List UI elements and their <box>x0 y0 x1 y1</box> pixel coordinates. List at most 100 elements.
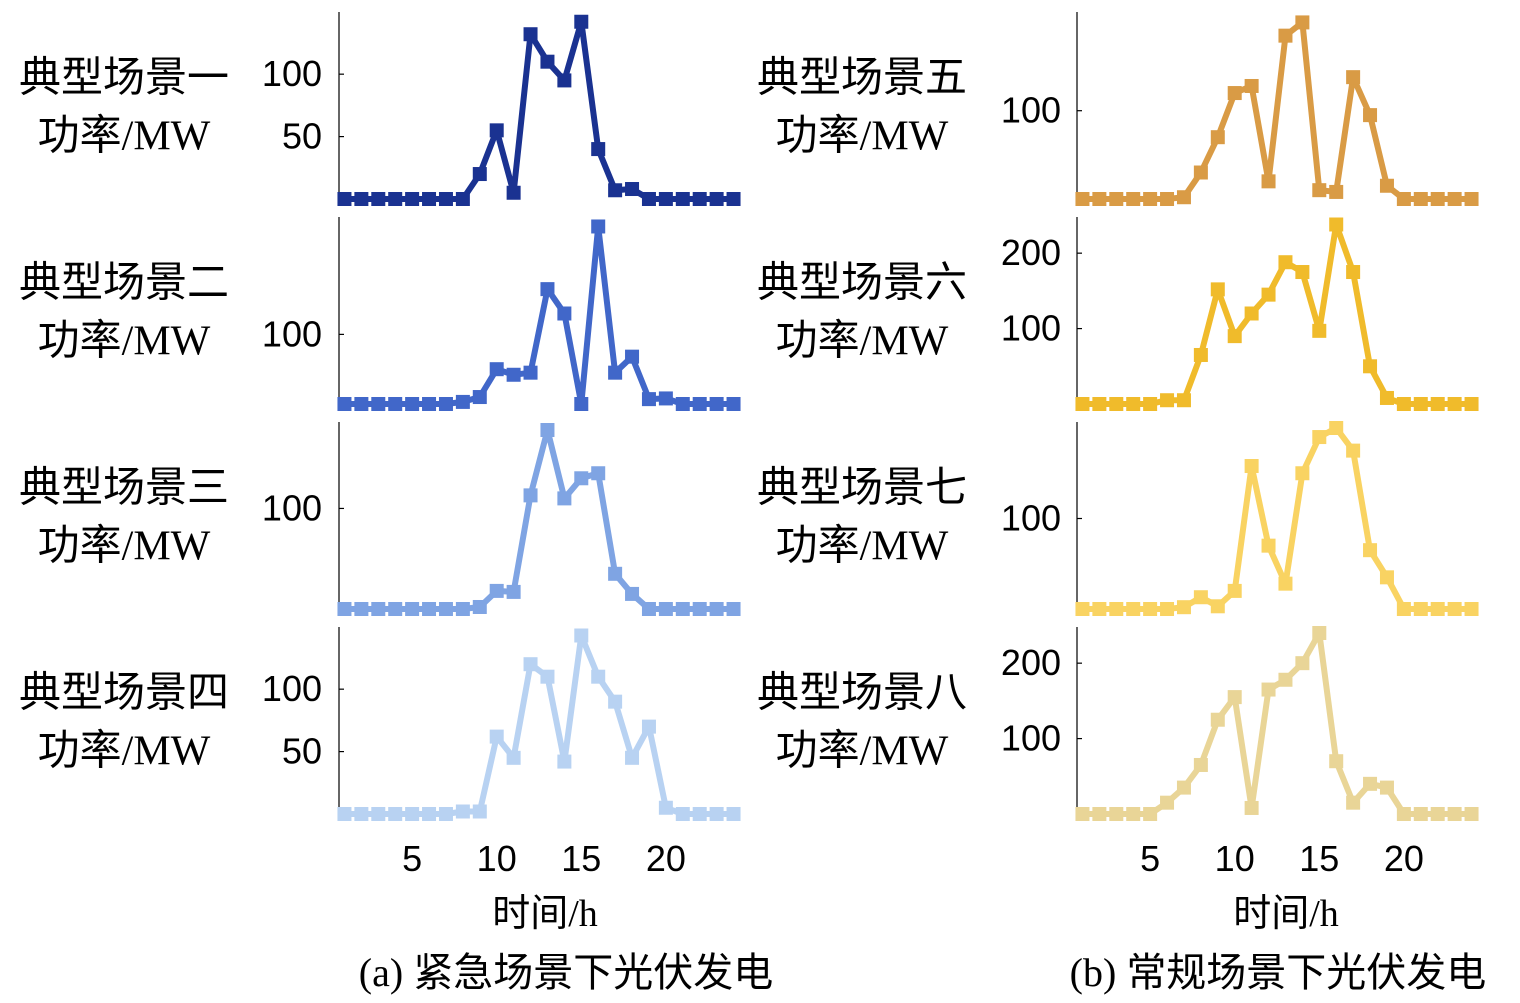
y-axis-label-line2: 功率/MW <box>776 523 949 570</box>
data-point <box>591 219 606 234</box>
data-point <box>692 807 707 821</box>
data-point <box>675 807 690 821</box>
data-point <box>608 694 623 709</box>
data-point <box>1396 602 1411 616</box>
data-point <box>540 282 555 297</box>
data-point <box>1379 178 1394 193</box>
data-point <box>608 365 623 380</box>
series-line-典型场景六 <box>1082 221 1472 407</box>
plots-layer: 50100典型场景一功率/MW100典型场景二功率/MW100典型场景三功率/M… <box>19 12 1479 879</box>
data-point <box>1379 390 1394 405</box>
series-line-典型场景七 <box>1082 425 1472 612</box>
data-point <box>489 362 504 377</box>
x-tick-label: 20 <box>1384 838 1424 879</box>
data-point <box>388 807 403 821</box>
data-point <box>405 807 420 821</box>
data-point <box>625 750 640 765</box>
y-tick-label: 100 <box>262 313 322 354</box>
data-point <box>726 807 741 821</box>
data-point <box>1210 282 1225 297</box>
data-point <box>1430 807 1445 821</box>
x-tick-label: 5 <box>402 838 422 879</box>
data-point <box>1261 538 1276 553</box>
data-point <box>641 192 656 206</box>
data-point <box>354 602 369 616</box>
data-point <box>371 397 386 411</box>
data-point <box>1430 397 1445 411</box>
x-axis-label-b: 时间/h <box>1233 893 1339 935</box>
series-line-典型场景二 <box>344 223 734 407</box>
data-point <box>438 192 453 206</box>
series-line-典型场景八 <box>1082 630 1472 817</box>
data-point <box>574 14 589 29</box>
data-point <box>1210 130 1225 145</box>
data-point <box>1464 807 1479 821</box>
data-point <box>422 397 437 411</box>
data-point <box>438 602 453 616</box>
data-point <box>337 602 352 616</box>
data-point <box>1109 397 1124 411</box>
data-point <box>523 488 538 503</box>
data-point <box>1295 265 1310 280</box>
y-tick-label: 200 <box>1001 232 1061 273</box>
y-axis-label-line1: 典型场景八 <box>757 671 967 717</box>
data-point <box>557 306 572 321</box>
data-point <box>1092 192 1107 206</box>
data-point <box>1160 795 1175 810</box>
data-point <box>472 167 487 182</box>
data-point <box>354 397 369 411</box>
data-point <box>472 390 487 405</box>
x-tick-label: 5 <box>1140 838 1160 879</box>
data-point <box>1379 780 1394 795</box>
data-point <box>1126 602 1141 616</box>
x-tick-label: 20 <box>646 838 686 879</box>
data-point <box>1464 602 1479 616</box>
data-point <box>1244 78 1259 93</box>
data-point <box>388 397 403 411</box>
data-point <box>1244 306 1259 321</box>
data-point <box>1244 800 1259 815</box>
data-point <box>1295 466 1310 481</box>
data-point <box>1075 807 1090 821</box>
data-point <box>405 192 420 206</box>
x-tick-label: 10 <box>1215 838 1255 879</box>
data-point <box>1160 192 1175 206</box>
data-point <box>1464 192 1479 206</box>
data-point <box>455 192 470 206</box>
data-point <box>354 807 369 821</box>
data-point <box>1346 265 1361 280</box>
data-point <box>1092 807 1107 821</box>
y-axis-label-line2: 功率/MW <box>776 728 949 775</box>
data-point <box>540 669 555 684</box>
data-point <box>1176 780 1191 795</box>
data-point <box>1075 192 1090 206</box>
series-line-典型场景一 <box>344 18 734 202</box>
y-axis-label-line1: 典型场景六 <box>757 261 967 307</box>
data-point <box>557 73 572 88</box>
data-point <box>1413 602 1428 616</box>
data-point <box>608 183 623 198</box>
data-point <box>726 602 741 616</box>
data-point <box>337 807 352 821</box>
data-point <box>337 192 352 206</box>
data-point <box>1278 28 1293 43</box>
data-point <box>574 471 589 486</box>
y-tick-label: 100 <box>262 53 322 94</box>
data-point <box>1143 192 1158 206</box>
data-point <box>1363 108 1378 123</box>
data-point <box>506 584 521 599</box>
y-tick-label: 50 <box>282 116 322 157</box>
panel-caption-b: (b) 常规场景下光伏发电 <box>1070 950 1487 995</box>
y-tick-label: 100 <box>1001 90 1061 131</box>
data-point <box>726 192 741 206</box>
data-point <box>1447 397 1462 411</box>
data-point <box>709 602 724 616</box>
data-point <box>1227 86 1242 101</box>
data-point <box>1143 602 1158 616</box>
data-point <box>1176 190 1191 205</box>
data-point <box>574 628 589 643</box>
